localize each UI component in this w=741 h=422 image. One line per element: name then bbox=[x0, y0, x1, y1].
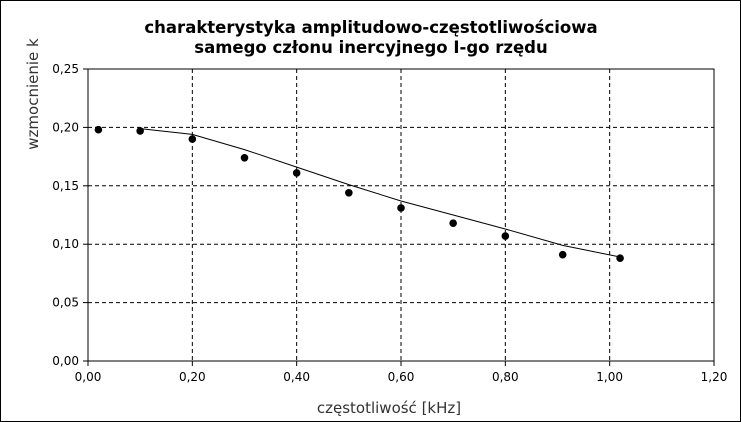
data-point bbox=[616, 254, 624, 263]
data-point bbox=[188, 135, 197, 143]
x-tick-label: 1,00 bbox=[596, 370, 623, 384]
x-tick-label: 0,20 bbox=[179, 370, 206, 384]
y-tick-label: 0,05 bbox=[52, 296, 79, 310]
x-tick-label: 0,40 bbox=[283, 370, 310, 384]
data-point bbox=[136, 127, 144, 135]
y-axis-label: wzmocnienie k bbox=[24, 38, 42, 150]
x-axis-label: częstotliwość [kHz] bbox=[317, 399, 461, 417]
trend-line bbox=[140, 128, 621, 258]
y-tick-label: 0,25 bbox=[52, 62, 79, 76]
x-tick-label: 0,60 bbox=[388, 370, 415, 384]
data-point bbox=[345, 189, 353, 197]
grid bbox=[88, 69, 714, 361]
data-point bbox=[240, 153, 249, 162]
x-tick-label: 0,80 bbox=[492, 370, 519, 384]
y-tick-label: 0,20 bbox=[52, 120, 79, 134]
data-point bbox=[501, 232, 510, 240]
series bbox=[94, 125, 624, 263]
data-point bbox=[558, 250, 567, 259]
y-tick-label: 0,00 bbox=[52, 354, 79, 368]
y-tick-label: 0,10 bbox=[52, 237, 79, 251]
chart-title-line-2: samego członu inercyjnego I-go rzędu bbox=[194, 38, 547, 57]
data-point bbox=[94, 125, 103, 134]
x-tick-label: 1,20 bbox=[701, 370, 728, 384]
data-point bbox=[292, 169, 301, 177]
data-point bbox=[449, 219, 457, 227]
x-tick-label: 0,00 bbox=[75, 370, 102, 384]
y-tick-label: 0,15 bbox=[52, 179, 79, 193]
chart-title-line-1: charakterystyka amplitudowo-częstotliwoś… bbox=[144, 18, 597, 37]
ticks: 0,00 0,20 0,40 0,60 0,80 1,00 1,20 0,00 0,05 0,10… bbox=[52, 62, 727, 384]
data-point bbox=[397, 204, 405, 212]
